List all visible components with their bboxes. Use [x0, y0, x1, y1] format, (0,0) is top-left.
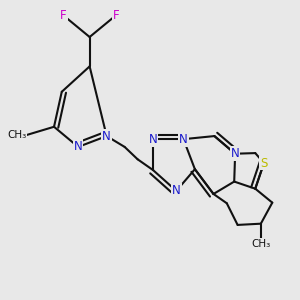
- Text: N: N: [179, 133, 188, 146]
- Text: N: N: [172, 184, 181, 197]
- Text: F: F: [60, 9, 67, 22]
- Text: F: F: [112, 9, 119, 22]
- Text: N: N: [231, 147, 239, 160]
- Text: N: N: [74, 140, 82, 153]
- Text: N: N: [102, 130, 111, 142]
- Text: S: S: [260, 157, 268, 169]
- Text: N: N: [149, 133, 158, 146]
- Text: CH₃: CH₃: [251, 238, 271, 248]
- Text: CH₃: CH₃: [7, 130, 26, 140]
